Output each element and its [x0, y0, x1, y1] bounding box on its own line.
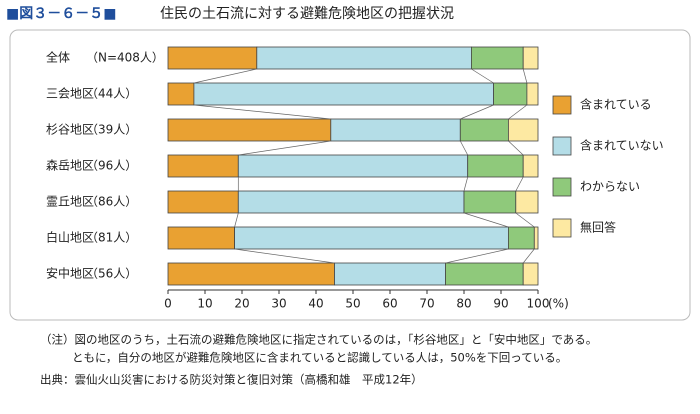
figure-label: ■図３－６－５■: [6, 6, 116, 22]
bar-segment: [507, 226, 535, 250]
legend-label: わからない: [580, 180, 640, 194]
x-tick-label: 50: [345, 297, 360, 311]
bar-segment: [522, 262, 539, 286]
count-label: （56人）: [86, 267, 137, 281]
legend-swatch: [552, 177, 572, 197]
x-tick-label: 40: [308, 297, 323, 311]
bar-segment: [237, 190, 465, 214]
bar-segment: [445, 262, 524, 286]
x-tick-label: 70: [419, 297, 434, 311]
bar-segment: [237, 154, 469, 178]
count-label: （86人）: [86, 195, 137, 209]
bar-segment: [470, 46, 524, 70]
connector: [463, 176, 469, 192]
count-label: （44人）: [86, 87, 137, 101]
legend-swatch: [552, 95, 572, 115]
x-tick-label: 60: [382, 297, 397, 311]
x-tick-label: 0: [164, 297, 172, 311]
connector: [522, 248, 535, 264]
category-label: 全体: [46, 50, 70, 65]
chart-frame: [9, 29, 691, 321]
bar-segment: [167, 82, 195, 106]
x-unit: (%): [548, 297, 569, 311]
bar-segment: [463, 190, 517, 214]
x-tick-label: 80: [456, 297, 471, 311]
category-label: 三会地区: [46, 87, 94, 101]
note: （注）図の地区のうち，土石流の避難危険地区に指定されているのは，「杉谷地区」と「…: [40, 333, 597, 347]
bar-segment: [167, 46, 258, 70]
bar-segment: [533, 226, 539, 250]
bar-segment: [507, 118, 539, 142]
bar-segment: [522, 154, 539, 178]
x-tick-label: 100: [527, 297, 550, 311]
connector: [522, 68, 528, 84]
bar-segment: [522, 46, 539, 70]
bar-segment: [167, 226, 235, 250]
bar-segment: [334, 262, 446, 286]
connector: [234, 212, 239, 228]
category-label: 森岳地区: [46, 158, 94, 173]
bar-segment: [234, 226, 509, 250]
count-label: （39人）: [86, 123, 137, 137]
connector: [238, 140, 331, 156]
bar-segment: [330, 118, 461, 142]
bar-segment: [167, 118, 332, 142]
x-tick-label: 20: [234, 297, 249, 311]
bar-segment: [167, 262, 335, 286]
legend-swatch: [552, 218, 572, 238]
bar-segment: [167, 154, 239, 178]
connector: [471, 68, 494, 84]
category-label: 安中地区: [46, 266, 94, 281]
x-tick-label: 90: [493, 297, 508, 311]
connector: [515, 176, 524, 192]
note: ともに，自分の地区が避難危険地区に含まれていると認識している人は，50%を下回っ…: [72, 351, 567, 365]
connector: [508, 104, 528, 120]
connector: [445, 248, 509, 264]
connector: [463, 212, 509, 228]
bar-segment: [167, 190, 239, 214]
connector: [459, 140, 469, 156]
legend-swatch: [552, 136, 572, 156]
connector: [234, 248, 335, 264]
connector: [193, 68, 257, 84]
bar-segment: [467, 154, 524, 178]
connector: [508, 140, 524, 156]
category-label: 白山地区: [46, 230, 94, 245]
bar-segment: [526, 82, 539, 106]
connector: [193, 104, 331, 120]
bar-segment: [256, 46, 472, 70]
count-label: （N=408人）: [86, 51, 164, 65]
bar-segment: [459, 118, 509, 142]
category-label: 霊丘地区: [46, 195, 94, 209]
bar-segment: [515, 190, 539, 214]
category-label: 杉谷地区: [46, 123, 94, 137]
count-label: （96人）: [86, 159, 137, 173]
legend-label: 含まれていない: [580, 138, 664, 153]
bar-segment: [193, 82, 495, 106]
x-tick-label: 10: [197, 297, 212, 311]
source: 出典：雲仙火山災害における防災対策と復旧対策（高橋和雄 平成12年）: [40, 373, 423, 387]
x-tick-label: 30: [271, 297, 286, 311]
legend-label: 無回答: [580, 220, 616, 235]
count-label: （81人）: [86, 231, 137, 245]
legend-label: 含まれている: [580, 97, 652, 112]
connector: [460, 104, 494, 120]
connector: [515, 212, 535, 228]
bar-segment: [493, 82, 528, 106]
chart-title: 住民の土石流に対する避難危険地区の把握状況: [160, 6, 454, 22]
